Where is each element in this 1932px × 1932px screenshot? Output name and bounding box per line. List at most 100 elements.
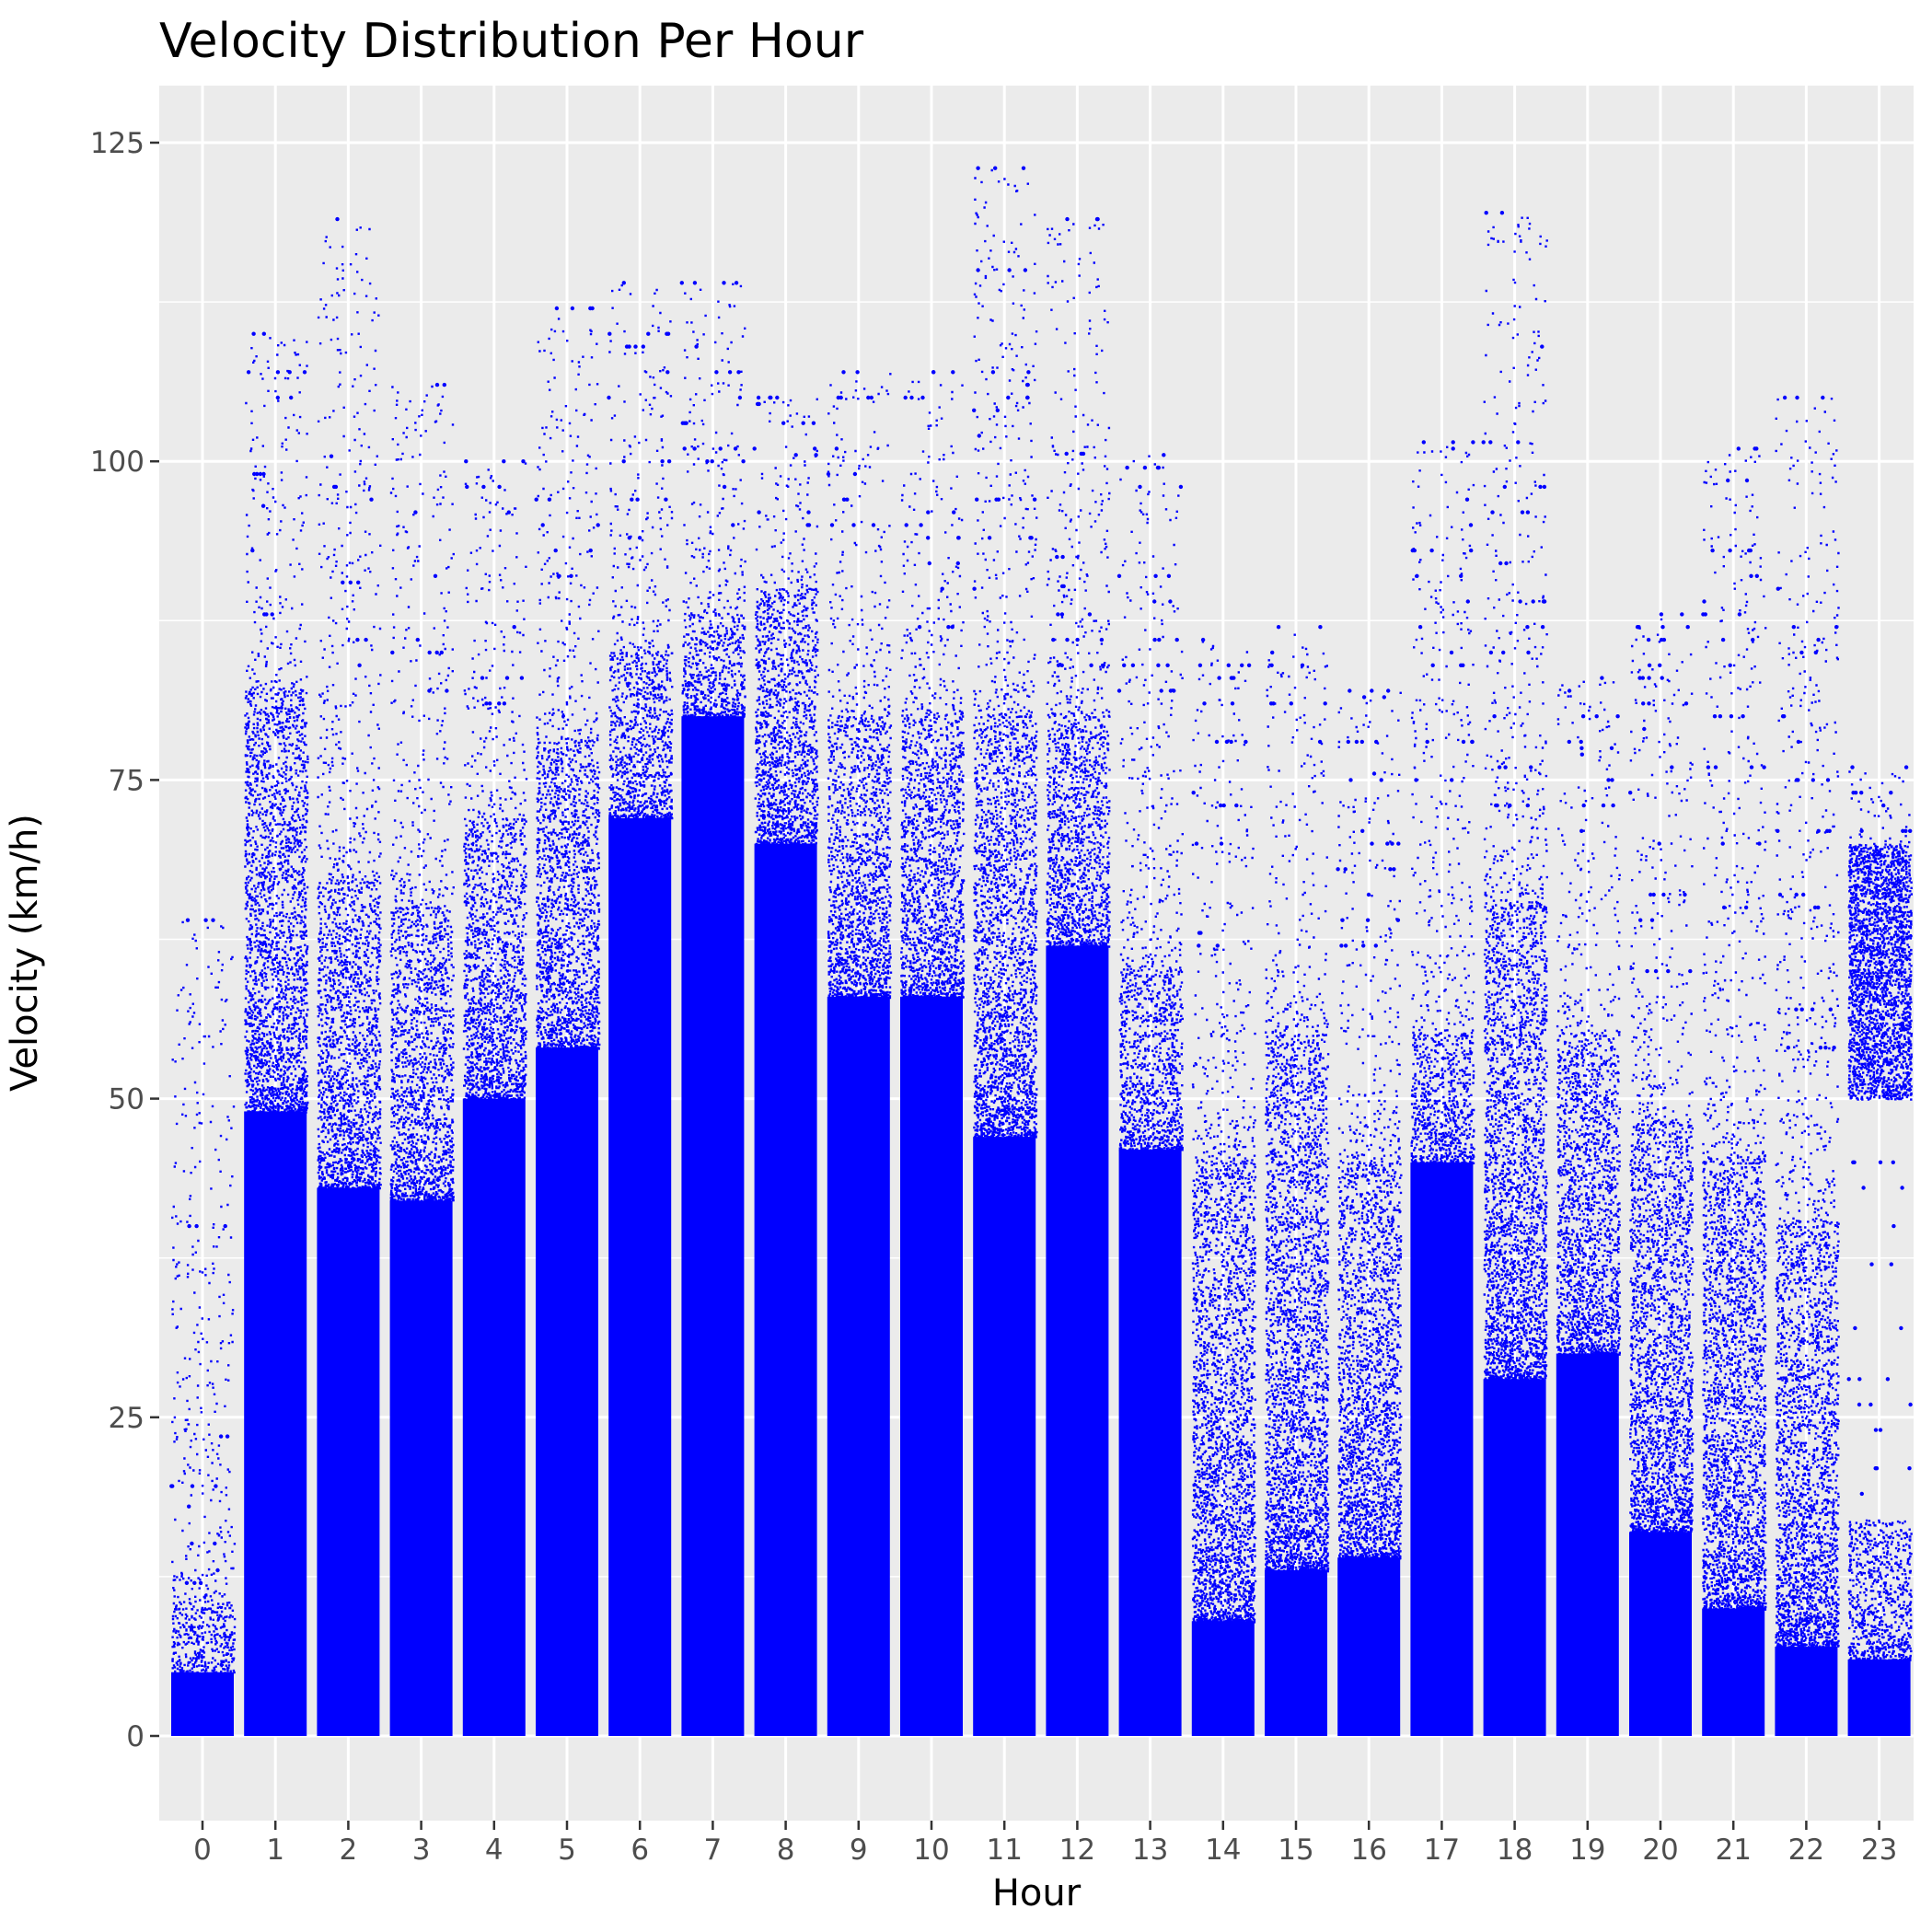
- outlier-point: [1271, 701, 1276, 706]
- outlier-point: [434, 382, 440, 388]
- hour-series-3: [389, 382, 455, 1736]
- outlier-point: [1706, 765, 1711, 769]
- outlier-point: [302, 370, 307, 375]
- dense-region: [1118, 1149, 1182, 1736]
- outlier-point: [218, 1434, 224, 1439]
- outlier-point: [465, 484, 469, 490]
- outlier-point: [1657, 841, 1661, 846]
- outlier-point: [1683, 892, 1687, 897]
- outlier-point: [1099, 637, 1105, 642]
- outlier-point: [1449, 650, 1454, 655]
- outlier-point: [1782, 395, 1787, 400]
- hour-series-7: [679, 281, 746, 1737]
- outlier-point: [1743, 905, 1749, 910]
- dense-region: [1046, 945, 1109, 1736]
- outlier-point: [1878, 1160, 1883, 1165]
- outlier-point: [1873, 1466, 1878, 1471]
- outlier-point: [1101, 663, 1106, 667]
- outlier-point: [258, 471, 263, 477]
- outlier-point: [621, 281, 626, 285]
- x-tick-label: 21: [1715, 1834, 1751, 1867]
- hour-series-13: [1116, 453, 1184, 1736]
- outlier-point: [1218, 803, 1223, 808]
- outlier-point: [1162, 453, 1166, 457]
- outlier-point: [1525, 803, 1531, 808]
- outlier-point: [506, 510, 511, 515]
- x-tick-label: 1: [266, 1834, 284, 1867]
- outlier-point: [1197, 943, 1201, 948]
- outlier-point: [1729, 714, 1734, 719]
- outlier-point: [987, 536, 992, 540]
- outlier-point: [866, 395, 871, 400]
- outlier-point: [1470, 739, 1475, 745]
- dense-region: [244, 1111, 307, 1736]
- outlier-point: [1464, 497, 1470, 502]
- outlier-point: [1414, 778, 1418, 782]
- outlier-point: [996, 497, 1001, 502]
- outlier-point: [1006, 395, 1011, 400]
- outlier-point: [1269, 663, 1274, 667]
- outlier-point: [679, 281, 684, 285]
- outlier-point: [557, 573, 561, 578]
- outlier-point: [1710, 548, 1715, 553]
- scatter-points: [1775, 398, 1840, 1649]
- outlier-point: [1757, 841, 1762, 846]
- outlier-point: [534, 497, 538, 502]
- outlier-point: [1580, 714, 1586, 719]
- outlier-point: [198, 1580, 203, 1586]
- outlier-point: [1776, 586, 1781, 591]
- outlier-point: [1818, 1046, 1823, 1050]
- outlier-point: [1318, 625, 1323, 630]
- outlier-point: [806, 510, 811, 515]
- outlier-point: [1718, 714, 1723, 719]
- outlier-point: [1821, 395, 1825, 400]
- outlier-point: [1741, 714, 1745, 719]
- outlier-point: [1903, 765, 1909, 769]
- outlier-point: [554, 306, 560, 311]
- outlier-point: [829, 523, 835, 527]
- outlier-point: [1116, 573, 1122, 578]
- outlier-point: [1174, 637, 1179, 642]
- outlier-point: [1343, 943, 1348, 948]
- outlier-point: [1471, 440, 1475, 445]
- outlier-point: [1386, 688, 1391, 693]
- outlier-point: [1749, 765, 1754, 769]
- outlier-point: [445, 688, 449, 693]
- outlier-point: [1601, 803, 1606, 808]
- outlier-point: [1726, 478, 1730, 483]
- outlier-point: [694, 344, 699, 349]
- x-tick-label: 3: [412, 1834, 431, 1867]
- outlier-point: [1581, 803, 1586, 808]
- outlier-point: [1451, 440, 1455, 445]
- outlier-point: [1737, 612, 1742, 617]
- outlier-point: [1343, 867, 1348, 872]
- hour-series-9: [826, 370, 893, 1736]
- outlier-point: [1226, 663, 1232, 667]
- scatter-points: [1337, 691, 1403, 1560]
- outlier-point: [1683, 701, 1689, 706]
- outlier-point: [841, 497, 847, 502]
- outlier-point: [1359, 739, 1365, 745]
- outlier-point: [1825, 828, 1830, 833]
- outlier-point: [1518, 599, 1522, 604]
- outlier-point: [214, 1484, 218, 1488]
- outlier-point: [1637, 676, 1642, 680]
- data-points: [169, 166, 1913, 1737]
- hour-series-22: [1775, 395, 1840, 1736]
- x-tick-label: 22: [1788, 1834, 1824, 1867]
- dense-region: [1775, 1647, 1838, 1736]
- outlier-point: [1021, 166, 1026, 170]
- outlier-point: [1728, 548, 1732, 553]
- outlier-point: [252, 471, 257, 477]
- outlier-point: [1130, 663, 1136, 667]
- outlier-point: [481, 484, 486, 490]
- outlier-point: [1270, 650, 1275, 655]
- scatter-points: [1046, 223, 1111, 948]
- dense-region: [827, 996, 890, 1736]
- outlier-point: [1232, 676, 1236, 680]
- outlier-point: [1081, 451, 1086, 457]
- x-axis-title: Hour: [992, 1872, 1082, 1915]
- outlier-point: [920, 395, 925, 400]
- outlier-point: [607, 331, 612, 336]
- outlier-point: [1542, 484, 1547, 490]
